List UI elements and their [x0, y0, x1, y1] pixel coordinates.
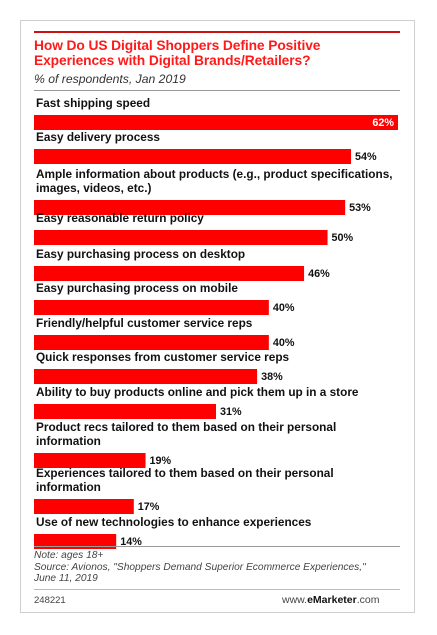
data-label: 53%: [349, 202, 371, 214]
data-label: 38%: [261, 371, 283, 383]
chart-subtitle: % of respondents, Jan 2019: [34, 72, 186, 86]
data-label: 40%: [273, 302, 295, 314]
category-label: Ample information about products (e.g., …: [36, 167, 393, 181]
bar: [34, 499, 134, 514]
chart-id: 248221: [34, 595, 66, 606]
footer-divider: [34, 546, 400, 547]
data-label: 50%: [332, 232, 354, 244]
category-label: Quick responses from customer service re…: [36, 350, 290, 364]
category-label: Use of new technologies to enhance exper…: [36, 515, 312, 529]
category-label: Easy purchasing process on mobile: [36, 281, 238, 295]
bar: [34, 534, 117, 549]
data-label: 19%: [150, 455, 172, 467]
category-label: Fast shipping speed: [36, 96, 150, 110]
chart-source-line-2: June 11, 2019: [34, 573, 98, 584]
bar: [34, 115, 398, 130]
category-label: Friendly/helpful customer service reps: [36, 316, 253, 330]
bar: [34, 453, 146, 468]
chart-source-line-1: Source: Avionos, "Shoppers Demand Superi…: [34, 562, 366, 573]
title-rule: [34, 31, 400, 33]
bar: [34, 200, 346, 215]
data-label: 17%: [138, 501, 160, 513]
category-label: Easy delivery process: [36, 130, 160, 144]
category-label: information: [36, 480, 101, 494]
brand-name: eMarketer: [307, 594, 357, 606]
data-label: 40%: [273, 337, 295, 349]
bar: [34, 404, 216, 419]
bar: [34, 369, 258, 384]
category-label: information: [36, 434, 101, 448]
data-label: 14%: [120, 536, 142, 548]
data-label: 54%: [355, 151, 377, 163]
category-label: images, videos, etc.): [36, 181, 151, 195]
category-label: Product recs tailored to them based on t…: [36, 420, 336, 434]
brand-suffix: .com: [356, 594, 380, 606]
category-label: Experiences tailored to them based on th…: [36, 466, 334, 480]
bar: [34, 266, 305, 281]
category-label: Ability to buy products online and pick …: [36, 385, 359, 399]
bottom-divider: [34, 589, 400, 590]
bar: [34, 230, 328, 245]
data-label: 62%: [372, 117, 394, 129]
bar: [34, 300, 269, 315]
chart-note: Note: ages 18+: [34, 550, 104, 561]
chart-title: How Do US Digital Shoppers Define Positi…: [34, 38, 321, 68]
category-label: Easy reasonable return policy: [36, 211, 204, 225]
brand-prefix: www.: [282, 594, 308, 606]
data-label: 31%: [220, 406, 242, 418]
emarketer-logo[interactable]: www.eMarketer.com: [282, 594, 379, 606]
bar: [34, 335, 269, 350]
header-divider: [34, 90, 400, 91]
category-label: Easy purchasing process on desktop: [36, 247, 245, 261]
bar: [34, 149, 352, 164]
data-label: 46%: [308, 268, 330, 280]
